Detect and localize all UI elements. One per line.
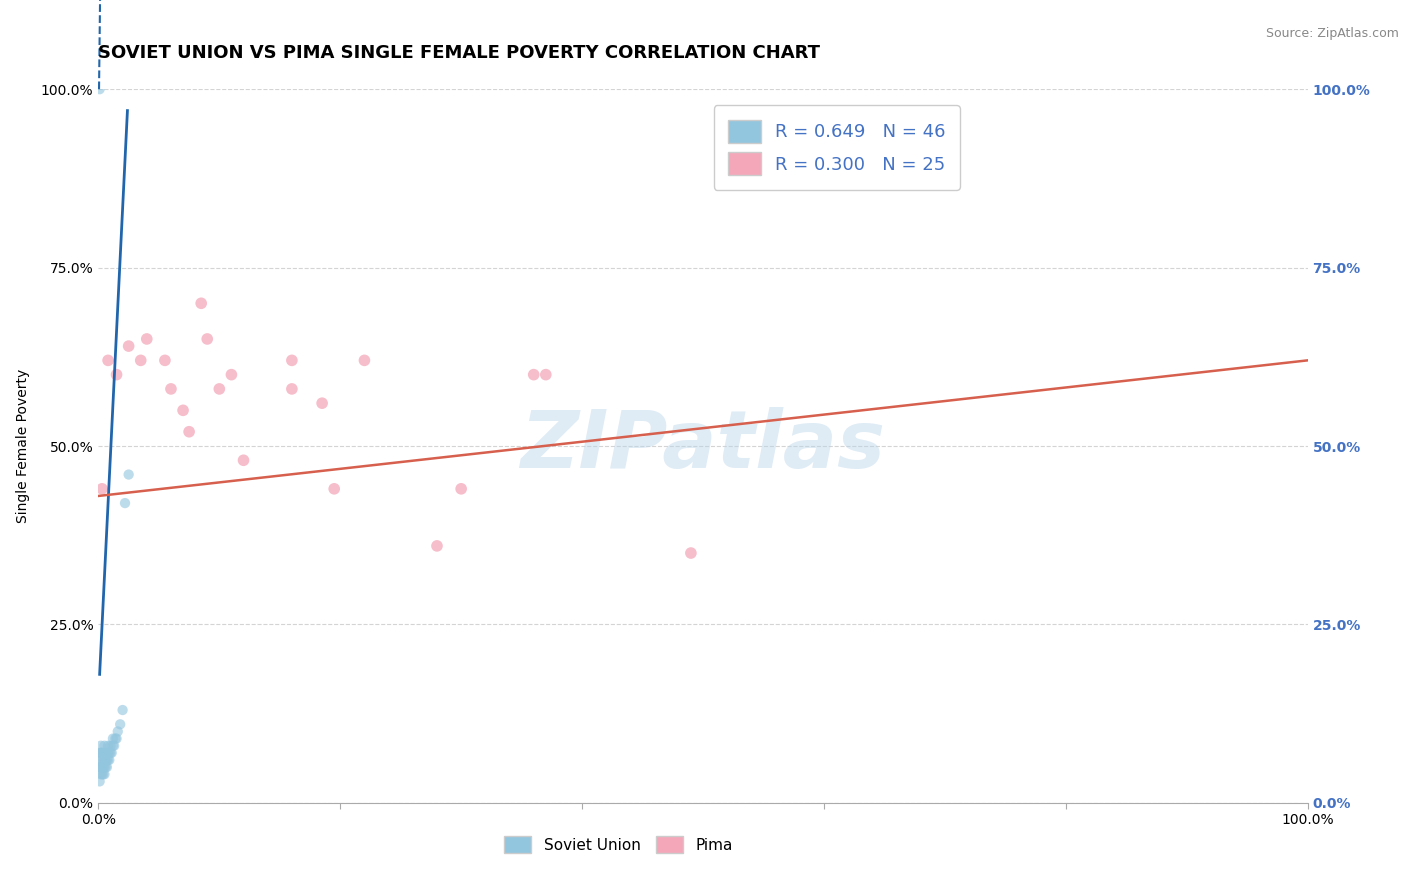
Point [172,403,194,417]
Point [100,746,122,760]
Point [98,746,121,760]
Point [311,396,333,410]
Point [91,746,114,760]
Point [93,760,115,774]
Point [89,746,111,760]
Point [91,760,114,774]
Point [129,353,152,368]
Point [523,368,546,382]
Point [89,774,111,789]
Legend: Soviet Union, Pima: Soviet Union, Pima [498,830,740,859]
Text: SOVIET UNION VS PIMA SINGLE FEMALE POVERTY CORRELATION CHART: SOVIET UNION VS PIMA SINGLE FEMALE POVER… [98,45,821,62]
Point [94,746,117,760]
Point [450,482,472,496]
Point [89,82,111,96]
Point [323,482,346,496]
Point [93,753,115,767]
Point [105,368,128,382]
Point [426,539,449,553]
Point [208,382,231,396]
Point [97,753,120,767]
Point [118,339,141,353]
Point [135,332,157,346]
Point [94,760,117,774]
Point [98,753,121,767]
Point [232,453,254,467]
Text: Source: ZipAtlas.com: Source: ZipAtlas.com [1265,27,1399,40]
Point [179,425,201,439]
Point [101,731,124,746]
Point [90,767,112,781]
Point [108,717,131,731]
Point [97,746,120,760]
Point [96,760,118,774]
Point [114,496,136,510]
Point [90,739,112,753]
Point [103,739,125,753]
Point [100,739,122,753]
Point [281,353,304,368]
Point [97,739,120,753]
Point [100,746,122,760]
Point [111,703,134,717]
Point [105,731,128,746]
Point [97,353,120,368]
Point [190,296,212,310]
Point [160,382,183,396]
Point [90,746,112,760]
Point [93,739,115,753]
Point [93,746,115,760]
Point [96,746,118,760]
Point [195,332,218,346]
Point [93,767,115,781]
Point [91,753,114,767]
Point [91,753,114,767]
Point [534,368,557,382]
Point [118,467,141,482]
Point [91,746,114,760]
Point [94,753,117,767]
Point [91,482,114,496]
Point [679,546,702,560]
Point [91,767,114,781]
Point [96,753,118,767]
Point [91,760,114,774]
Point [89,760,111,774]
Point [281,382,304,396]
Point [104,731,127,746]
Text: ZIPatlas: ZIPatlas [520,407,886,485]
Point [101,739,124,753]
Point [221,368,243,382]
Point [90,753,112,767]
Point [353,353,375,368]
Point [91,767,114,781]
Point [90,760,112,774]
Point [153,353,176,368]
Point [107,724,129,739]
Y-axis label: Single Female Poverty: Single Female Poverty [15,369,30,523]
